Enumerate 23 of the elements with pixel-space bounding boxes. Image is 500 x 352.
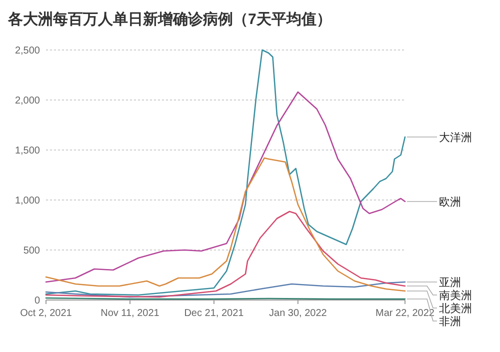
x-tick-label: Nov 11, 2021 [100,308,160,319]
line-series [45,91,406,283]
x-tick-label: Jan 30, 2022 [269,308,328,319]
y-tick-label: 500 [23,246,40,256]
text: 非洲 [439,315,461,328]
y-tick-label: 0 [34,296,40,306]
x-tick-label: Mar 22, 2022 [376,308,435,319]
x-tick-label: Oct 2, 2021 [20,308,72,319]
text: 亚洲 [439,276,461,289]
y-tick-label: 1,500 [14,146,40,156]
text: 北美洲 [439,302,472,315]
line-series [45,49,406,296]
line-series [45,281,406,298]
text: 欧洲 [439,196,461,208]
y-tick-label: 1,000 [14,196,40,206]
x-tick-label: Dec 21, 2021 [184,308,244,319]
y-tick-label: 2,000 [14,96,40,106]
line-series [45,157,406,292]
y-tick-label: 2,500 [14,46,40,56]
chart-title: 各大洲每百万人单日新增确诊病例（7天平均值） [7,10,332,28]
line-series [45,210,406,298]
text: 南美洲 [439,289,472,302]
text: 大洋洲 [439,131,472,144]
